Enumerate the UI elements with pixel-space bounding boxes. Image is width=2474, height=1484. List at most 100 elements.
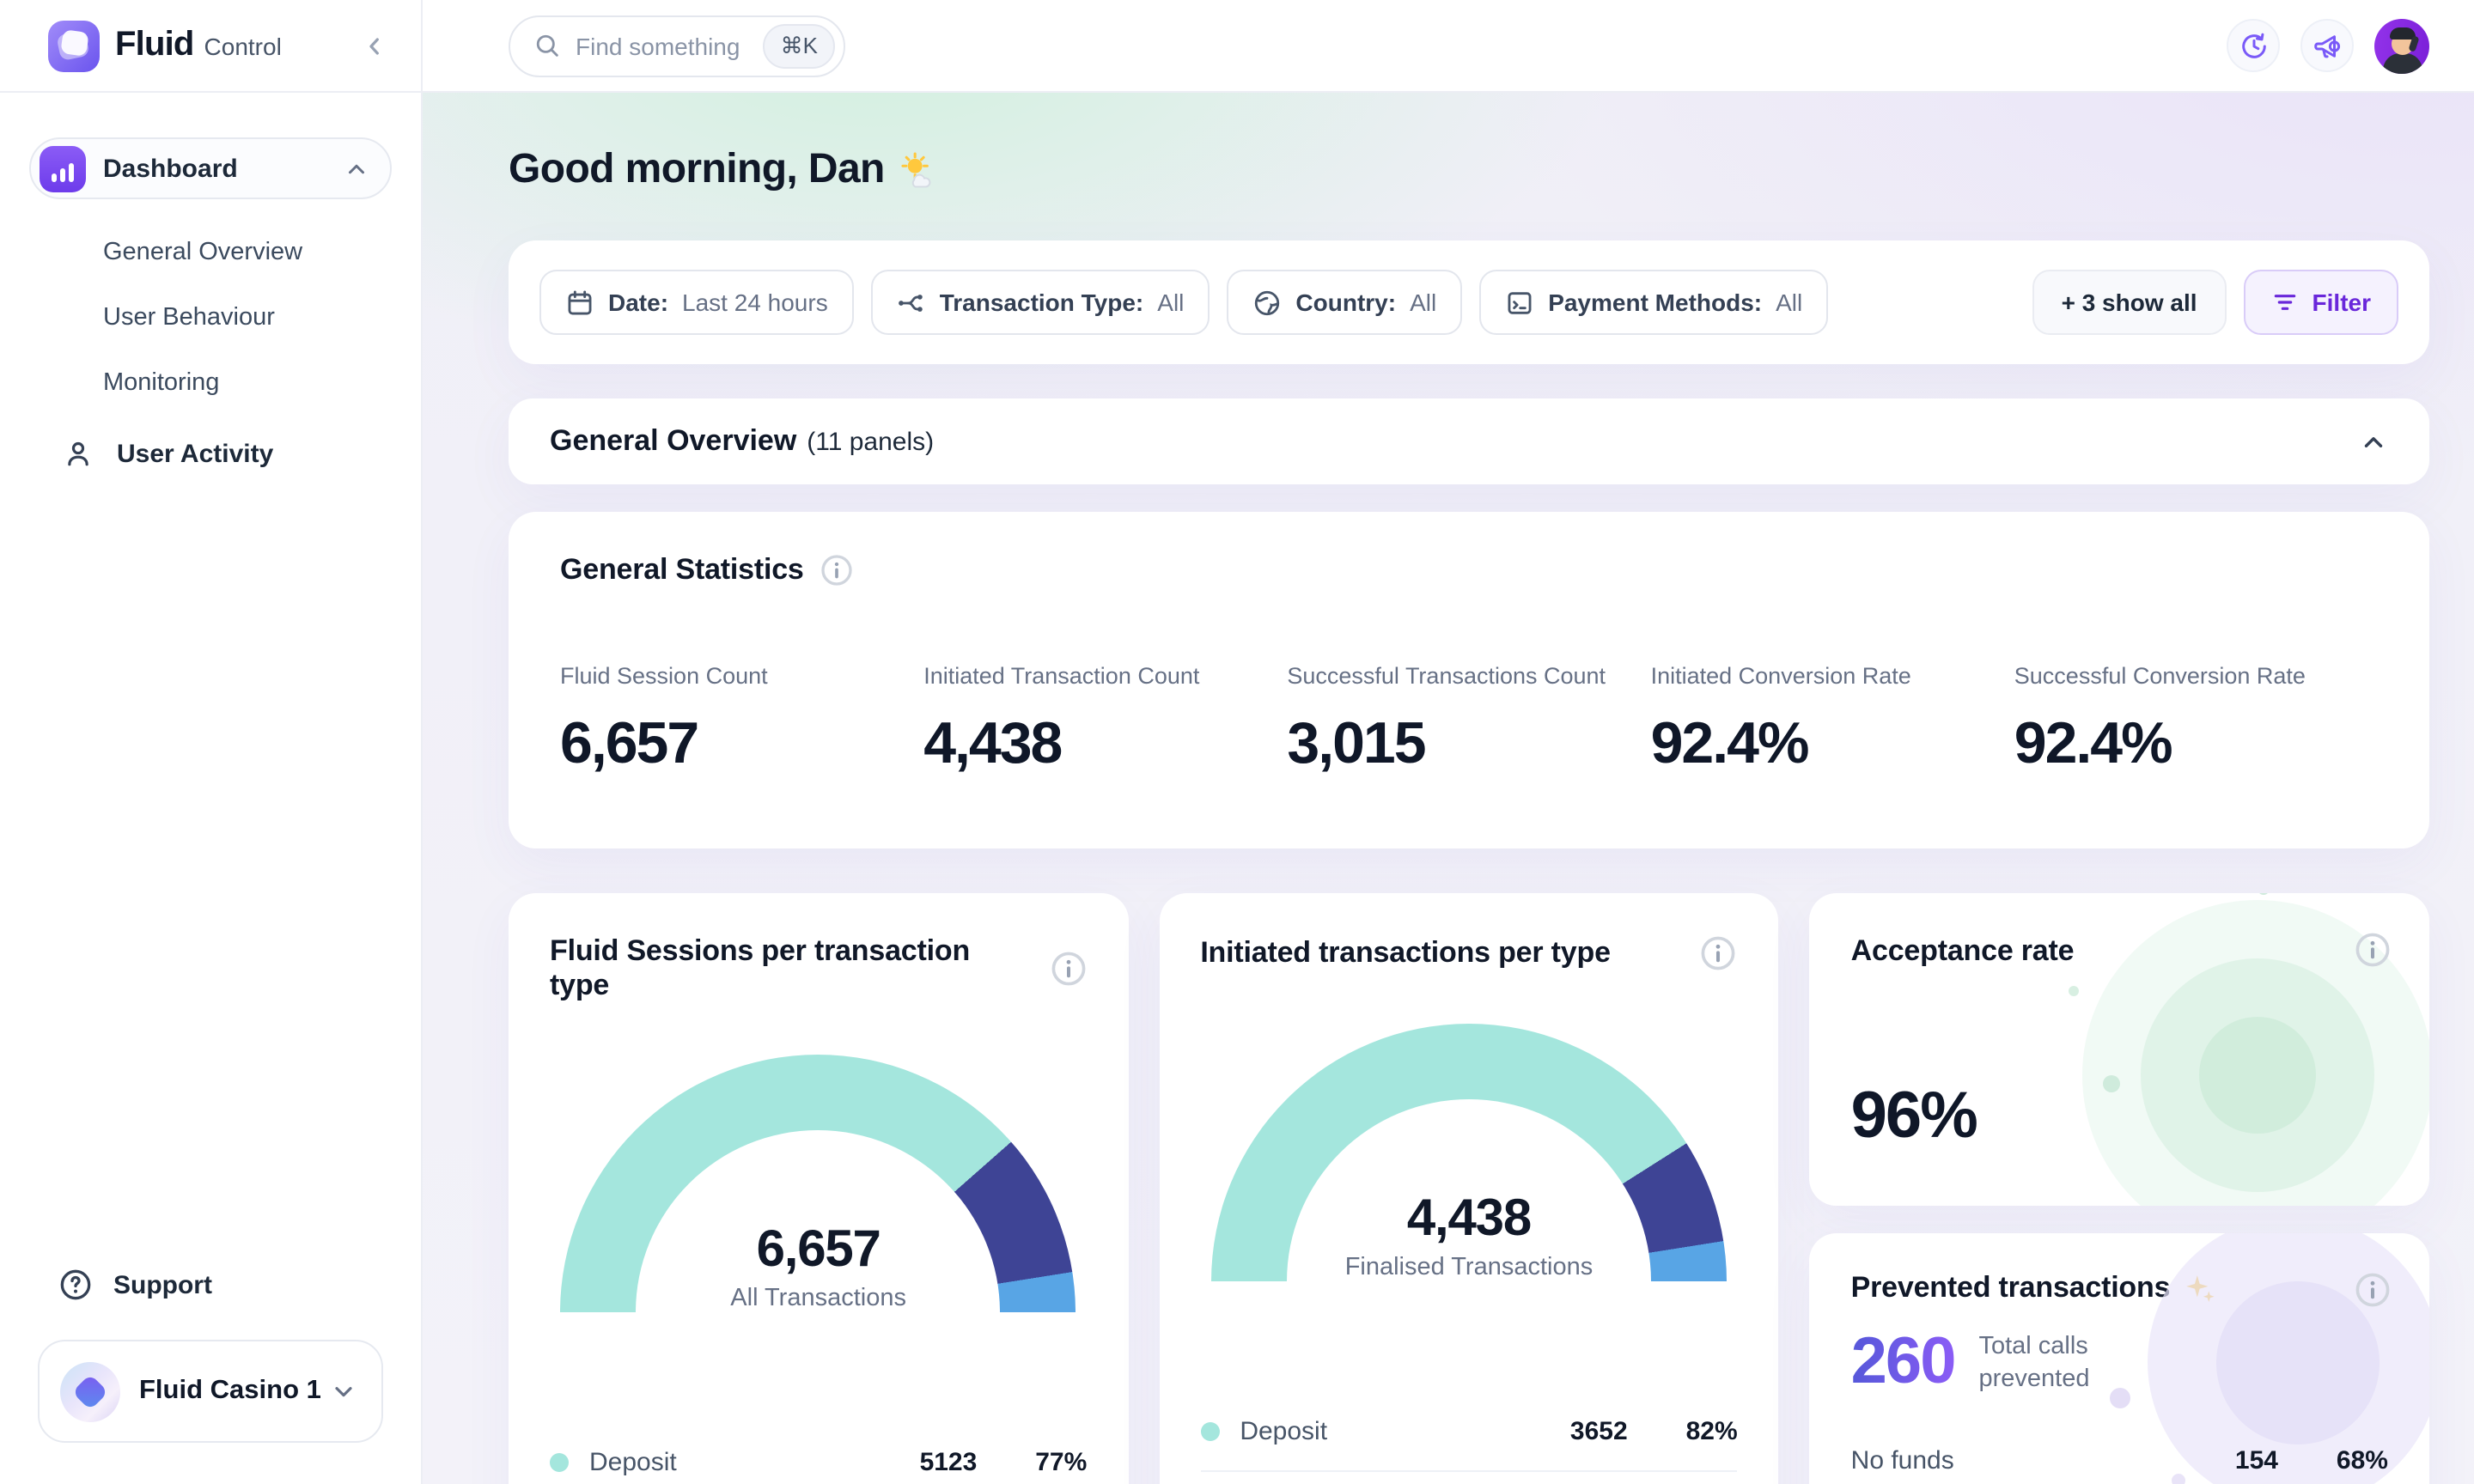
- sidebar-item-dashboard[interactable]: Dashboard: [29, 137, 392, 199]
- brand-title: Fluid: [115, 26, 194, 64]
- info-icon[interactable]: [2354, 1271, 2392, 1309]
- fluid-sessions-per-type-panel: Fluid Sessions per transaction type 6,65…: [509, 893, 1129, 1484]
- gauge-total-label: Finalised Transactions: [1344, 1254, 1593, 1281]
- prevented-row-no-funds: No funds 154 68%: [1850, 1445, 2388, 1475]
- user-menu-button[interactable]: [2374, 18, 2429, 73]
- sidebar-collapse-button[interactable]: [356, 27, 393, 64]
- sidebar-bottom: Support Fluid Casino 1: [0, 1268, 421, 1484]
- search-shortcut-badge: ⌘K: [763, 23, 835, 68]
- search-icon: [536, 34, 558, 57]
- panels-row: Fluid Sessions per transaction type 6,65…: [509, 893, 2429, 1484]
- prevented-breakdown: No funds 154 68% RG Limit 106 32%: [1851, 1424, 2388, 1484]
- gauge-total: 4,438: [1406, 1190, 1532, 1247]
- stat-successful-transactions-count: Successful Transactions Count 3,015: [1287, 663, 1606, 776]
- chip-label: Payment Methods:: [1548, 289, 1763, 316]
- legend-dot: [550, 1452, 569, 1471]
- support-label: Support: [113, 1270, 212, 1299]
- general-statistics-panel: General Statistics Fluid Session Count 6…: [509, 512, 2429, 848]
- globe-icon: [1255, 289, 1280, 315]
- prevented-transactions-panel: Prevented transactions 260 Total calls p…: [1809, 1233, 2429, 1484]
- sparkles-icon: [2186, 1274, 2215, 1302]
- chip-value: All: [1157, 289, 1185, 316]
- sidebar-item-label: User Activity: [117, 440, 274, 469]
- main-area: ⌘K Good morning, Dan: [423, 0, 2474, 1484]
- stats-row: Fluid Session Count 6,657 Initiated Tran…: [560, 663, 2378, 778]
- chevron-left-icon: [369, 37, 379, 54]
- gauge-legend: Deposit 5123 77% Withdrawal 1205 18%: [550, 1422, 1087, 1484]
- sidebar-item-monitoring[interactable]: Monitoring: [103, 369, 220, 397]
- info-icon[interactable]: [820, 553, 854, 587]
- chip-value: Last 24 hours: [682, 289, 828, 316]
- organization-selector[interactable]: Fluid Casino 1: [38, 1340, 383, 1443]
- brand-suffix: Control: [204, 33, 282, 60]
- history-button[interactable]: [2227, 19, 2280, 72]
- legend-row-deposit: Deposit 5123 77%: [550, 1422, 1087, 1484]
- panel-title: Prevented transactions: [1850, 1271, 2171, 1304]
- legend-dot: [1200, 1421, 1220, 1440]
- filter-chip-date[interactable]: Date: Last 24 hours: [539, 270, 854, 335]
- info-icon[interactable]: [2354, 931, 2392, 969]
- search-input[interactable]: [576, 32, 750, 59]
- stat-successful-conversion-rate: Successful Conversion Rate 92.4%: [2014, 663, 2306, 776]
- megaphone-icon: [2313, 34, 2340, 58]
- announcements-button[interactable]: [2300, 19, 2354, 72]
- filter-button[interactable]: Filter: [2243, 270, 2398, 335]
- chip-value: All: [1410, 289, 1437, 316]
- chevron-up-icon: [2364, 436, 2383, 447]
- sidebar-item-user-activity[interactable]: User Activity: [29, 416, 392, 493]
- topbar: ⌘K: [423, 0, 2474, 93]
- dashboard-chart-icon: [40, 145, 86, 192]
- acceptance-rate-panel: Acceptance rate 96%: [1809, 893, 2429, 1206]
- section-panels-count: (11 panels): [807, 427, 935, 456]
- stat-fluid-session-count: Fluid Session Count 6,657: [560, 663, 768, 776]
- sidebar: Fluid Control Dashboard General Overview…: [0, 0, 423, 1484]
- dashboard-content: Good morning, Dan Date: Last 24 hours Tr…: [423, 93, 2474, 1484]
- filter-chip-country[interactable]: Country: All: [1227, 270, 1463, 335]
- gauge-total-label: All Transactions: [730, 1285, 906, 1312]
- logo-row: Fluid Control: [0, 0, 421, 93]
- info-icon[interactable]: [1700, 934, 1738, 972]
- greeting-text: Good morning, Dan: [509, 146, 885, 192]
- history-clock-icon: [2241, 32, 2265, 58]
- topbar-actions: [2227, 18, 2429, 73]
- legend-row-withdrawal: Withdrawal 565 13%: [1200, 1470, 1738, 1484]
- acceptance-rate-value: 96%: [1850, 1080, 1978, 1153]
- gauge-total: 6,657: [756, 1221, 881, 1278]
- show-all-filters-button[interactable]: + 3 show all: [2032, 270, 2227, 335]
- stat-initiated-transaction-count: Initiated Transaction Count 4,438: [923, 663, 1200, 776]
- sun-cloud-emoji: [901, 151, 931, 187]
- chip-label: Country:: [1295, 289, 1397, 316]
- chip-label: Date:: [608, 289, 669, 316]
- fluid-logo-icon: [48, 20, 100, 71]
- section-header[interactable]: General Overview (11 panels): [509, 398, 2429, 484]
- gauge-chart: 6,657 All Transactions: [560, 1055, 1076, 1312]
- panel-title: General Statistics: [560, 553, 804, 586]
- chip-label: Transaction Type:: [939, 289, 1144, 316]
- page-title: Good morning, Dan: [509, 146, 2429, 194]
- organization-logo: [60, 1361, 120, 1421]
- chevron-up-icon: [349, 163, 364, 173]
- panel-title: Acceptance rate: [1850, 934, 2075, 967]
- sidebar-item-support[interactable]: Support: [38, 1268, 383, 1340]
- filter-chip-payment-methods[interactable]: Payment Methods: All: [1479, 270, 1829, 335]
- filter-button-label: Filter: [2312, 289, 2371, 316]
- info-icon[interactable]: [1049, 950, 1087, 988]
- gauge-legend: Deposit 3652 82% Withdrawal 565 13%: [1200, 1391, 1738, 1484]
- brand-name: Fluid Control: [115, 26, 356, 65]
- legend-row-deposit: Deposit 3652 82%: [1200, 1391, 1738, 1470]
- right-column: Acceptance rate 96%: [1809, 893, 2429, 1484]
- sidebar-item-label: Dashboard: [103, 154, 238, 183]
- search-box[interactable]: ⌘K: [509, 15, 845, 76]
- payment-terminal-icon: [1508, 291, 1532, 313]
- calendar-icon: [568, 289, 592, 314]
- sidebar-item-general-overview[interactable]: General Overview: [103, 239, 303, 266]
- section-collapse-button[interactable]: [2359, 427, 2388, 456]
- sidebar-item-user-behaviour[interactable]: User Behaviour: [103, 304, 275, 331]
- branch-icon: [898, 294, 923, 311]
- dashboard-submenu: General Overview User Behaviour Monitori…: [29, 199, 392, 416]
- filter-chip-transaction-type[interactable]: Transaction Type: All: [870, 270, 1210, 335]
- organization-name: Fluid Casino 1: [139, 1376, 321, 1405]
- prevented-total: 260: [1850, 1326, 1957, 1398]
- chevron-down-icon: [335, 1387, 352, 1397]
